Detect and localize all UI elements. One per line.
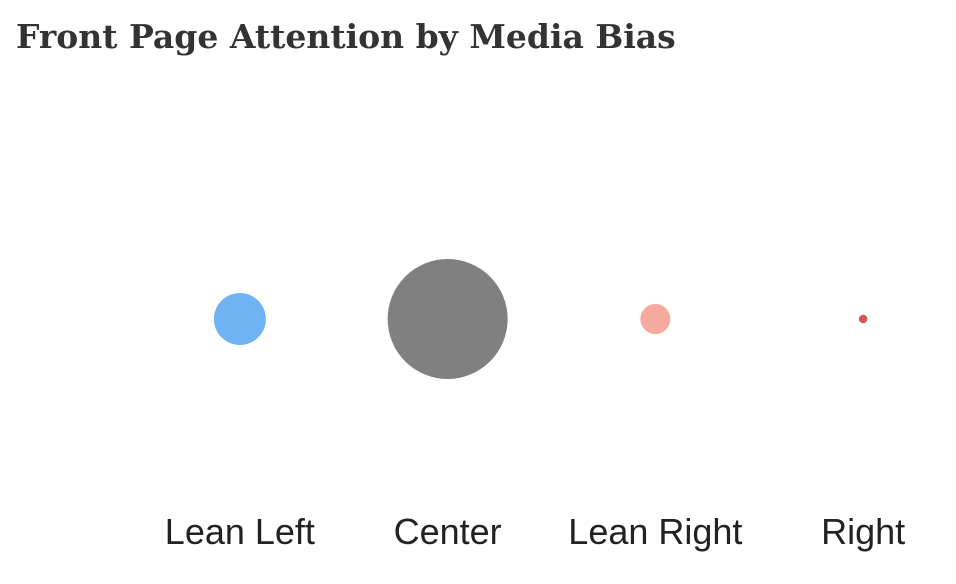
category-label: Center: [394, 511, 502, 552]
category-label: Lean Left: [165, 511, 315, 552]
chart-title: Front Page Attention by Media Bias: [16, 17, 676, 56]
bubble: [213, 293, 266, 345]
bubble: [387, 259, 508, 379]
category-label: Lean Right: [568, 511, 742, 552]
bubble: [640, 304, 671, 334]
category-label: Right: [821, 511, 905, 552]
bubble: [858, 314, 868, 324]
